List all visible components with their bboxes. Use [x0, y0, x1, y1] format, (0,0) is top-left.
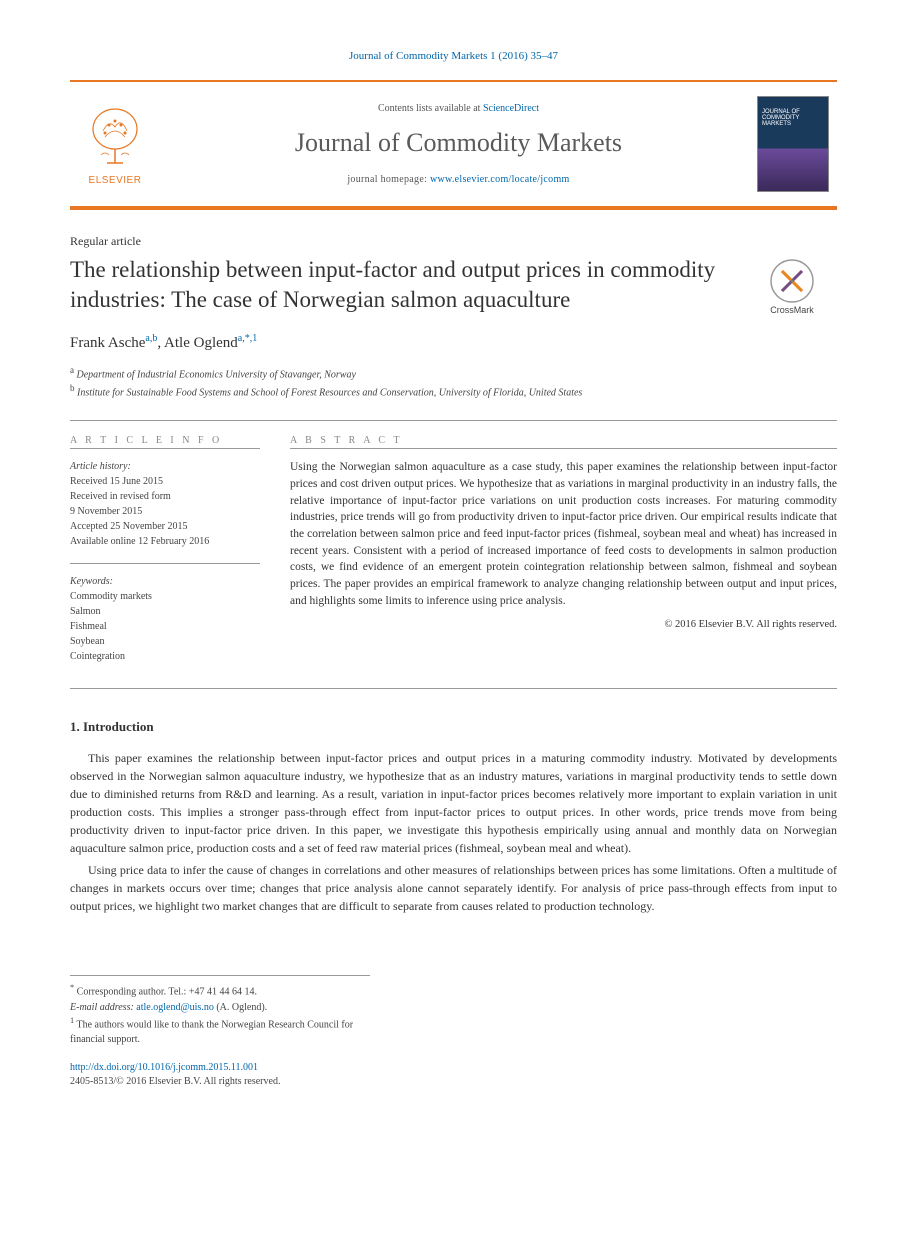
keyword-3: Fishmeal — [70, 619, 260, 634]
article-history: Article history: Received 15 June 2015 R… — [70, 459, 260, 549]
email-who: (A. Oglend). — [214, 1002, 267, 1013]
abstract-label: A B S T R A C T — [290, 435, 837, 446]
email-link[interactable]: atle.oglend@uis.no — [136, 1002, 214, 1013]
article-type: Regular article — [70, 234, 837, 249]
history-received: Received 15 June 2015 — [70, 474, 260, 489]
publisher-name: ELSEVIER — [89, 175, 142, 186]
keywords-rule — [70, 563, 260, 564]
info-abstract-row: A R T I C L E I N F O Article history: R… — [70, 435, 837, 664]
history-label: Article history: — [70, 459, 260, 474]
homepage-line: journal homepage: www.elsevier.com/locat… — [160, 174, 757, 185]
footnote-corr: * Corresponding author. Tel.: +47 41 44 … — [70, 982, 370, 999]
keyword-2: Salmon — [70, 604, 260, 619]
doi-link[interactable]: http://dx.doi.org/10.1016/j.jcomm.2015.1… — [70, 1062, 258, 1073]
journal-title: Journal of Commodity Markets — [160, 128, 757, 158]
keywords-block: Keywords: Commodity markets Salmon Fishm… — [70, 574, 260, 664]
fn1-link[interactable]: ,1 — [250, 333, 258, 344]
keyword-1: Commodity markets — [70, 589, 260, 604]
section-1-title: Introduction — [83, 719, 154, 734]
issn-copyright: 2405-8513/© 2016 Elsevier B.V. All right… — [70, 1075, 837, 1089]
affiliation-a: a Department of Industrial Economics Uni… — [70, 364, 837, 382]
history-online: Available online 12 February 2016 — [70, 534, 260, 549]
journal-reference: Journal of Commodity Markets 1 (2016) 35… — [70, 50, 837, 62]
homepage-prefix: journal homepage: — [347, 174, 430, 185]
sciencedirect-link[interactable]: ScienceDirect — [483, 103, 539, 114]
crossmark-icon — [770, 259, 814, 303]
section-1-heading: 1. Introduction — [70, 719, 837, 735]
publisher-logo: ELSEVIER — [70, 95, 160, 194]
affiliation-a-text: Department of Industrial Economics Unive… — [77, 369, 356, 380]
author-2-aff: a,*,1 — [238, 333, 257, 344]
authors-line: Frank Aschea,b, Atle Oglenda,*,1 — [70, 333, 837, 352]
journal-cover-thumbnail: JOURNAL OF COMMODITY MARKETS — [757, 96, 829, 192]
footnote-1: 1 The authors would like to thank the No… — [70, 1015, 370, 1047]
crossmark-label: CrossMark — [770, 305, 814, 317]
intro-para-2: Using price data to infer the cause of c… — [70, 861, 837, 915]
masthead: ELSEVIER Contents lists available at Sci… — [70, 80, 837, 210]
intro-para-1: This paper examines the relationship bet… — [70, 749, 837, 857]
keyword-4: Soybean — [70, 634, 260, 649]
divider-top — [70, 420, 837, 421]
author-1-aff: a,b — [145, 333, 157, 344]
footnote-email: E-mail address: atle.oglend@uis.no (A. O… — [70, 1000, 370, 1015]
abstract-text: Using the Norwegian salmon aquaculture a… — [290, 459, 837, 609]
abstract-rule — [290, 448, 837, 449]
masthead-center: Contents lists available at ScienceDirec… — [160, 93, 757, 195]
footnotes: * Corresponding author. Tel.: +47 41 44 … — [70, 975, 370, 1047]
affiliation-b: b Institute for Sustainable Food Systems… — [70, 382, 837, 400]
aff-link-a[interactable]: a, — [238, 333, 245, 344]
history-revised-a: Received in revised form — [70, 489, 260, 504]
footnote-1-text: The authors would like to thank the Norw… — [70, 1019, 353, 1045]
cover-thumb-title: JOURNAL OF COMMODITY MARKETS — [762, 109, 824, 127]
keyword-5: Cointegration — [70, 649, 260, 664]
author-1: Frank Asche — [70, 335, 145, 351]
crossmark-badge[interactable]: CrossMark — [747, 259, 837, 317]
info-rule — [70, 448, 260, 449]
author-2: Atle Oglend — [164, 335, 238, 351]
article-title-text: The relationship between input-factor an… — [70, 257, 715, 312]
homepage-link[interactable]: www.elsevier.com/locate/jcomm — [430, 174, 570, 185]
article-info-col: A R T I C L E I N F O Article history: R… — [70, 435, 260, 664]
footnote-corr-text: Corresponding author. Tel.: +47 41 44 64… — [77, 987, 257, 998]
contents-prefix: Contents lists available at — [378, 103, 483, 114]
abstract-copyright: © 2016 Elsevier B.V. All rights reserved… — [290, 619, 837, 630]
contents-available-line: Contents lists available at ScienceDirec… — [160, 103, 757, 114]
keywords-label: Keywords: — [70, 574, 260, 589]
affiliation-b-text: Institute for Sustainable Food Systems a… — [77, 387, 582, 398]
elsevier-tree-icon — [85, 103, 145, 173]
history-revised-b: 9 November 2015 — [70, 504, 260, 519]
abstract-col: A B S T R A C T Using the Norwegian salm… — [290, 435, 837, 664]
article-title: The relationship between input-factor an… — [70, 255, 837, 315]
article-info-label: A R T I C L E I N F O — [70, 435, 260, 446]
page-footer: http://dx.doi.org/10.1016/j.jcomm.2015.1… — [70, 1061, 837, 1089]
aff-link-ab[interactable]: a,b — [145, 333, 157, 344]
history-accepted: Accepted 25 November 2015 — [70, 519, 260, 534]
section-1-num: 1. — [70, 719, 80, 734]
email-label: E-mail address: — [70, 1002, 136, 1013]
divider-bottom — [70, 688, 837, 689]
affiliations: a Department of Industrial Economics Uni… — [70, 364, 837, 401]
